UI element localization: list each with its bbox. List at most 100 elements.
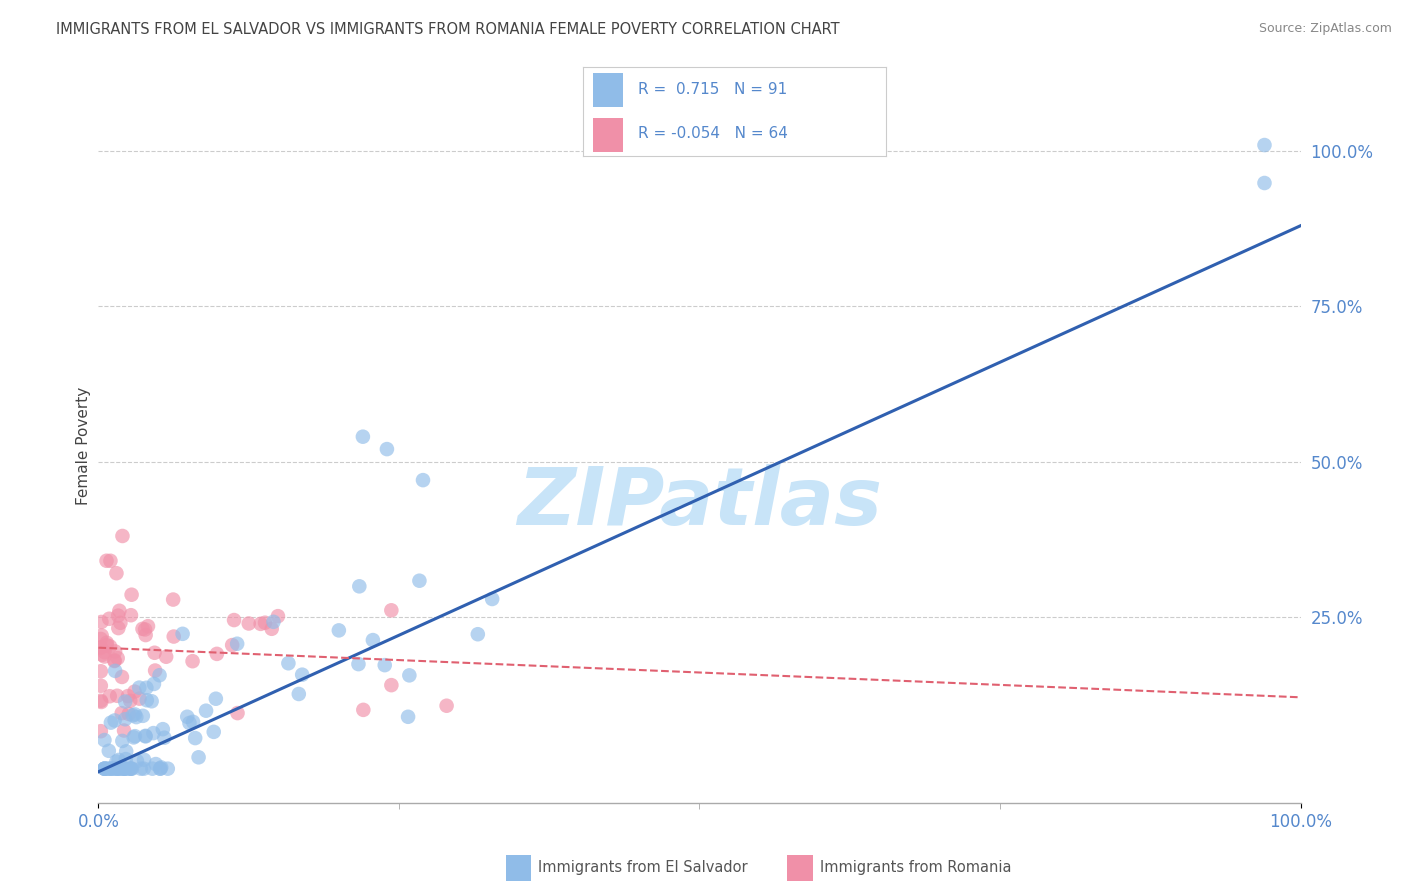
Point [111, 706, 134, 721]
Point [222, 613, 245, 627]
Point [128, 681, 150, 695]
Point [118, 706, 141, 721]
Point [115, 744, 138, 758]
Point [103, 654, 125, 668]
Point [111, 670, 134, 684]
Point [97, 744, 120, 758]
Point [114, 752, 136, 766]
Point [114, 762, 136, 776]
Point [90, 632, 112, 646]
Point [112, 762, 135, 776]
Point [90, 665, 112, 679]
Point [142, 677, 165, 691]
Point [187, 750, 209, 764]
Point [143, 646, 166, 660]
Point [107, 608, 129, 623]
FancyBboxPatch shape [592, 73, 623, 107]
Point [176, 710, 198, 724]
Point [107, 753, 129, 767]
Point [90, 695, 112, 709]
Point [100, 554, 122, 568]
Point [111, 734, 134, 748]
Point [90, 679, 112, 693]
Point [93, 733, 115, 747]
Point [107, 621, 129, 635]
Point [122, 731, 145, 745]
Point [148, 668, 170, 682]
Point [152, 722, 174, 736]
Point [93, 762, 115, 776]
Point [104, 762, 127, 776]
Point [132, 753, 155, 767]
Point [111, 529, 134, 543]
Point [90, 629, 112, 643]
Point [96, 636, 118, 650]
Point [108, 762, 131, 776]
Point [132, 709, 155, 723]
Point [104, 714, 127, 728]
Point [375, 442, 398, 456]
Text: ZIPatlas: ZIPatlas [517, 464, 882, 542]
Point [328, 624, 350, 638]
Point [253, 615, 276, 630]
Point [195, 704, 218, 718]
Point [412, 473, 434, 487]
Point [128, 691, 150, 706]
Point [101, 762, 124, 776]
Point [90, 615, 112, 629]
Point [380, 603, 402, 617]
Point [221, 638, 243, 652]
Point [260, 622, 283, 636]
Point [117, 689, 139, 703]
Point [104, 644, 127, 658]
Point [134, 623, 156, 637]
Point [288, 687, 311, 701]
Point [352, 430, 374, 444]
Point [97, 762, 120, 776]
Point [352, 703, 374, 717]
Point [226, 706, 249, 720]
Point [112, 723, 135, 738]
Y-axis label: Female Poverty: Female Poverty [76, 387, 91, 505]
Point [100, 715, 122, 730]
Point [96, 638, 118, 652]
Point [111, 762, 134, 776]
Point [93, 649, 115, 664]
Point [141, 762, 163, 776]
Point [131, 622, 153, 636]
Point [93, 645, 115, 659]
Point [105, 762, 128, 776]
Point [107, 762, 129, 776]
Point [104, 664, 127, 678]
Point [105, 689, 128, 703]
Point [125, 754, 148, 768]
Point [98, 640, 121, 654]
Point [91, 648, 114, 662]
Point [162, 592, 184, 607]
Point [205, 647, 228, 661]
Point [125, 710, 148, 724]
Point [267, 609, 290, 624]
Point [149, 762, 172, 776]
Point [136, 619, 159, 633]
Point [408, 574, 430, 588]
Point [114, 762, 136, 776]
Point [179, 716, 201, 731]
Point [105, 755, 128, 769]
Text: IMMIGRANTS FROM EL SALVADOR VS IMMIGRANTS FROM ROMANIA FEMALE POVERTY CORRELATIO: IMMIGRANTS FROM EL SALVADOR VS IMMIGRANT… [56, 22, 839, 37]
Point [97, 762, 120, 776]
Point [181, 714, 204, 729]
Point [153, 731, 176, 745]
Point [104, 653, 127, 667]
Point [374, 658, 396, 673]
Point [398, 668, 420, 682]
Point [141, 694, 163, 708]
Point [93, 762, 115, 776]
Point [135, 730, 157, 744]
Point [184, 731, 207, 745]
Point [150, 760, 173, 774]
Point [481, 592, 503, 607]
Point [155, 649, 177, 664]
Point [380, 678, 402, 692]
Point [101, 762, 124, 776]
